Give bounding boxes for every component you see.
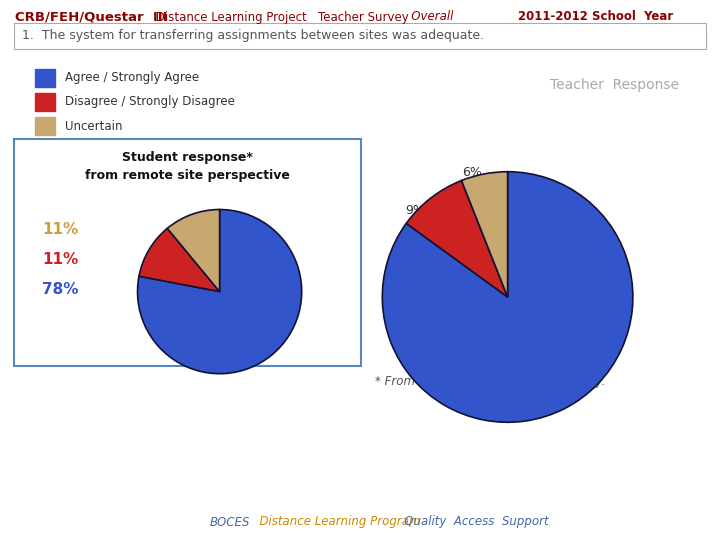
Wedge shape: [138, 210, 302, 374]
Text: 85%: 85%: [513, 339, 541, 352]
Text: BOCES: BOCES: [210, 516, 251, 529]
Text: CRB/FEH/Questar  III: CRB/FEH/Questar III: [15, 10, 168, 24]
Text: 1.  The system for transferring assignments between sites was adequate.: 1. The system for transferring assignmen…: [22, 30, 484, 43]
Text: 11%: 11%: [42, 253, 78, 267]
Text: 6%: 6%: [462, 165, 482, 179]
Text: Distance Learning Program: Distance Learning Program: [252, 516, 420, 529]
Text: 9%: 9%: [405, 204, 425, 217]
Text: * From CRB/FEH/Q3 DL student survey.: * From CRB/FEH/Q3 DL student survey.: [375, 375, 606, 388]
Text: Student response*: Student response*: [122, 152, 253, 165]
Bar: [35, 69, 55, 87]
Wedge shape: [167, 210, 220, 292]
Wedge shape: [462, 172, 508, 297]
Text: Teacher  Response: Teacher Response: [551, 78, 680, 92]
FancyBboxPatch shape: [14, 23, 706, 49]
Text: from remote site perspective: from remote site perspective: [85, 170, 290, 183]
Text: Disagree / Strongly Disagree: Disagree / Strongly Disagree: [65, 96, 235, 109]
Text: Distance Learning Project   Teacher Survey: Distance Learning Project Teacher Survey: [152, 10, 409, 24]
Wedge shape: [382, 172, 633, 422]
Text: 2011-2012 School  Year: 2011-2012 School Year: [485, 10, 673, 24]
Text: Quality  Access  Support: Quality Access Support: [393, 516, 549, 529]
Bar: [35, 117, 55, 135]
Text: 11%: 11%: [42, 222, 78, 238]
Text: Overall: Overall: [400, 10, 454, 24]
Text: Uncertain: Uncertain: [65, 119, 122, 132]
FancyBboxPatch shape: [14, 139, 361, 366]
Text: Agree / Strongly Agree: Agree / Strongly Agree: [65, 71, 199, 84]
Bar: [35, 93, 55, 111]
Wedge shape: [139, 228, 220, 292]
Wedge shape: [406, 180, 508, 297]
Text: 78%: 78%: [42, 282, 78, 298]
